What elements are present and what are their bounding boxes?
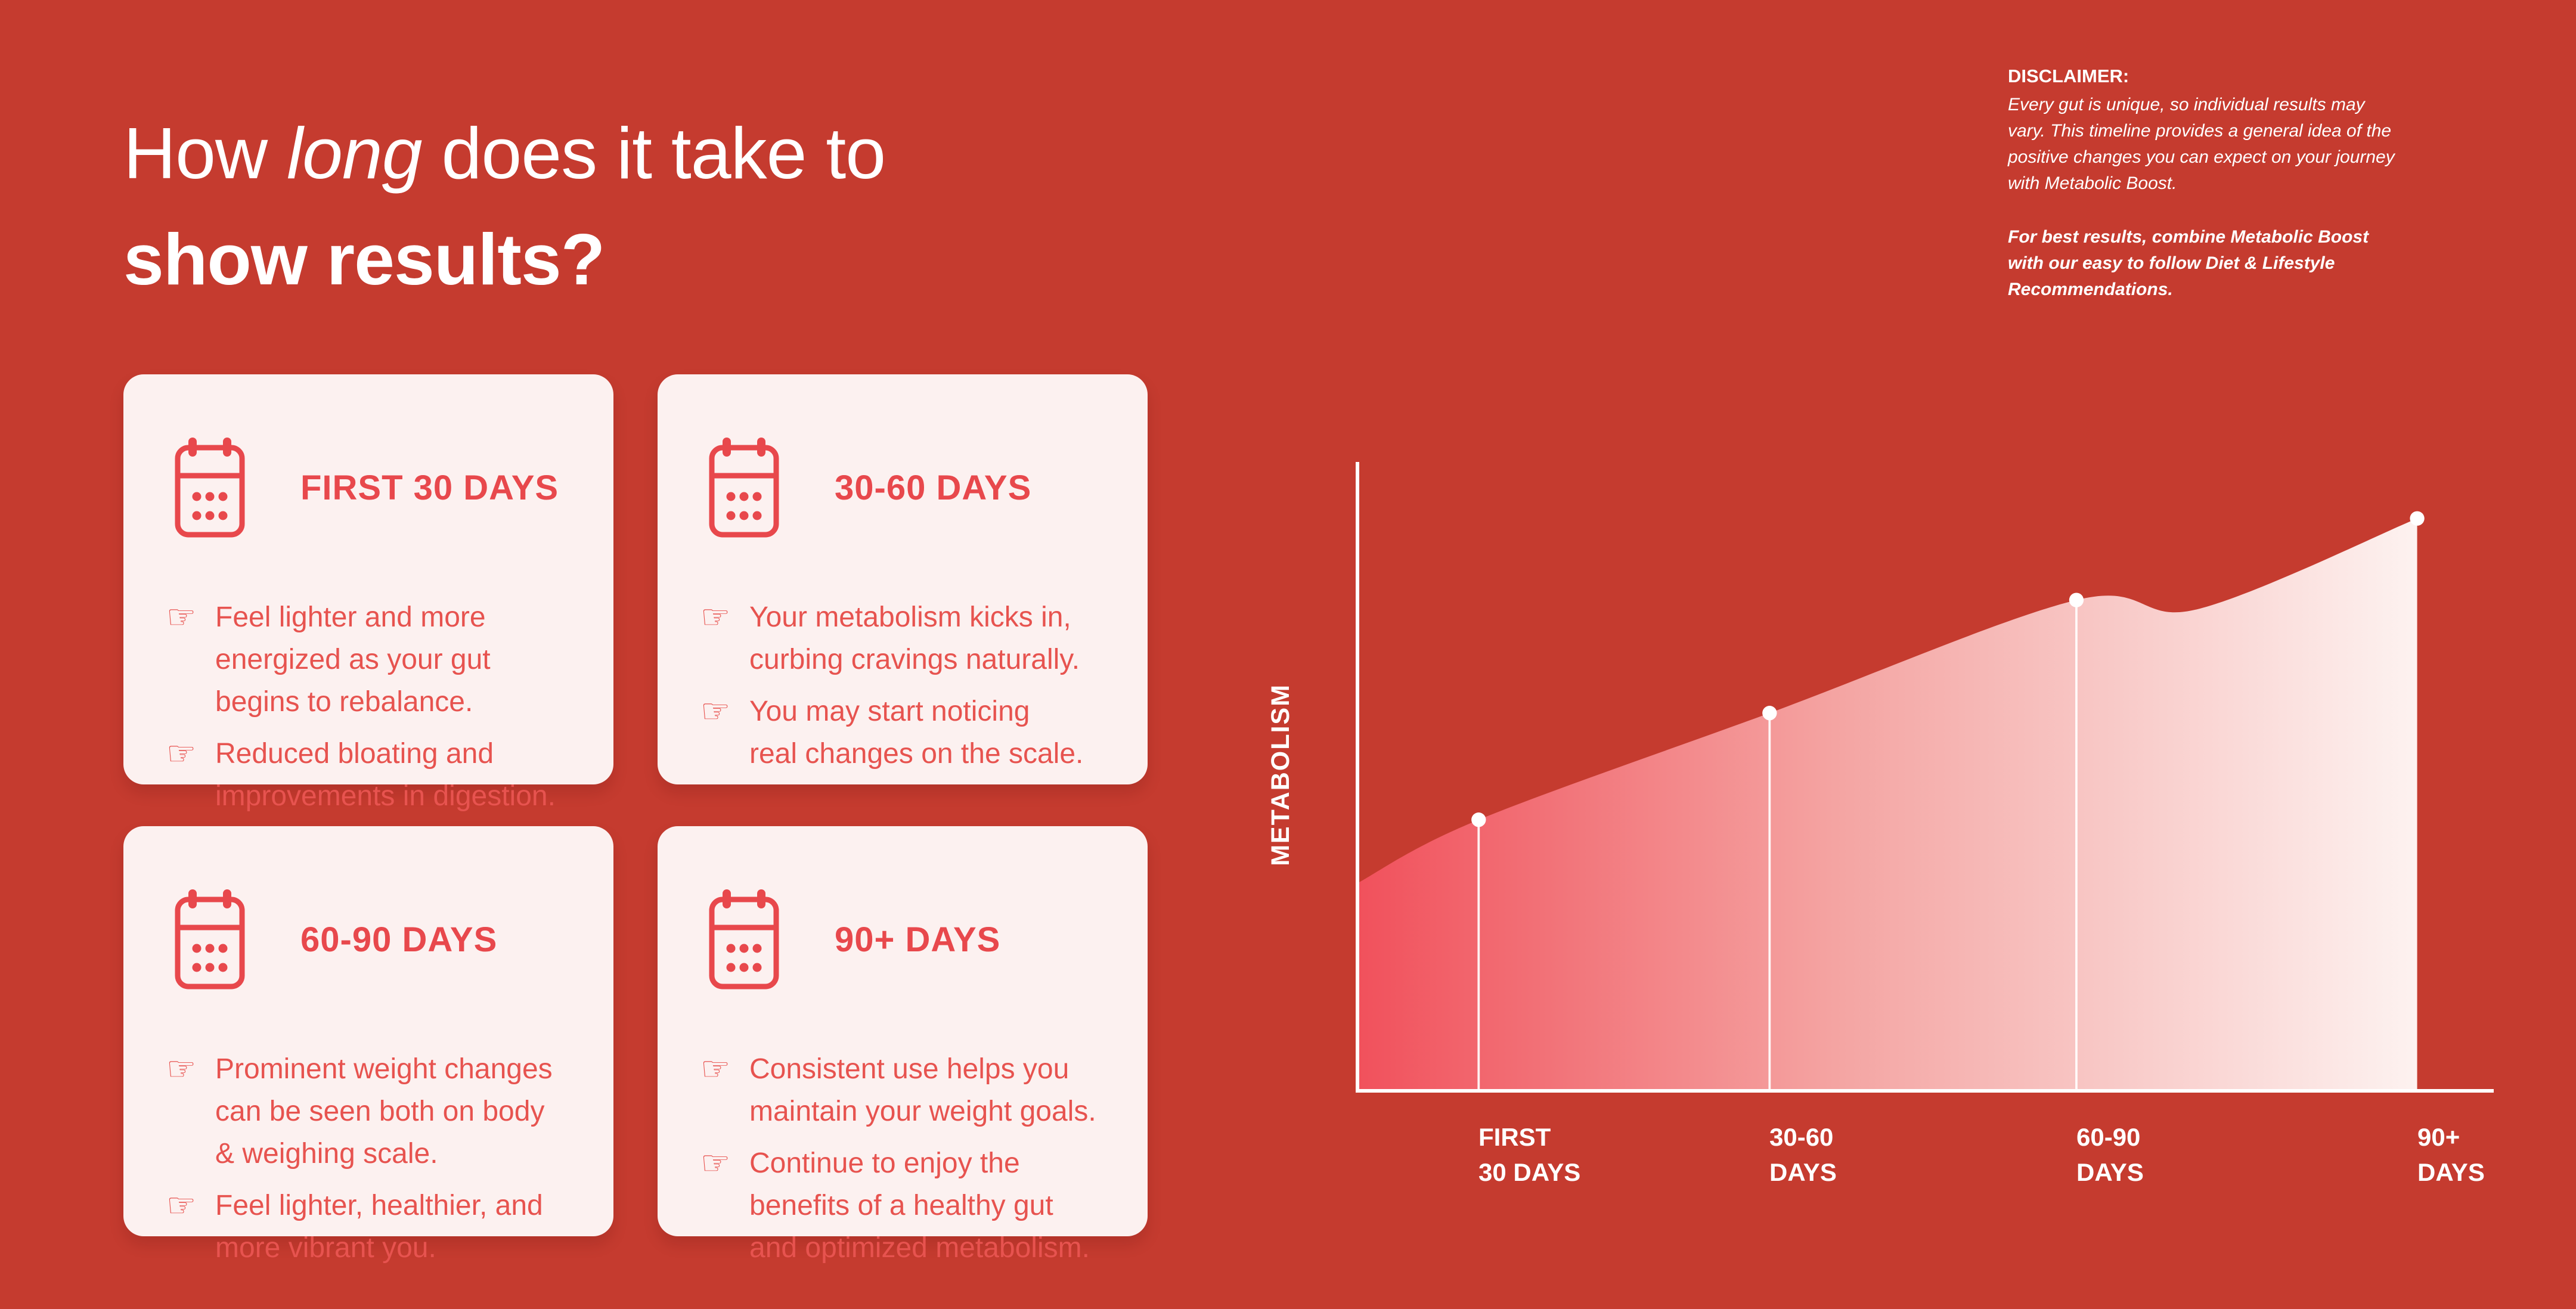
card-header: 90+ DAYS bbox=[708, 888, 1124, 991]
pointing-hand-icon: ☞ bbox=[700, 598, 731, 637]
disclaimer-body: Every gut is unique, so individual resul… bbox=[2008, 95, 2395, 193]
title-segment: does it take to bbox=[421, 113, 886, 194]
x-tick-60-90-days: 60-90 DAYS bbox=[2076, 1123, 2144, 1186]
card-header: 30-60 DAYS bbox=[708, 436, 1124, 539]
card-title: 30-60 DAYS bbox=[835, 468, 1032, 507]
pointing-hand-icon: ☞ bbox=[700, 1050, 731, 1088]
page-title-line2: show results? bbox=[123, 219, 605, 300]
card-90-plus-days: 90+ DAYS ☞ Consistent use helps you main… bbox=[658, 826, 1148, 1264]
bullet-item: ☞ Feel lighter and more energized as you… bbox=[166, 596, 596, 723]
pointing-hand-icon: ☞ bbox=[700, 692, 731, 731]
card-bullets: ☞ Prominent weight changes can be seen b… bbox=[166, 1048, 596, 1279]
card-bullets: ☞ Consistent use helps you maintain your… bbox=[700, 1048, 1130, 1279]
card-bullets: ☞ Your metabolism kicks in, curbing crav… bbox=[700, 596, 1130, 784]
calendar-icon bbox=[175, 889, 245, 989]
x-tick-first-30-days: FIRST 30 DAYS bbox=[1478, 1123, 1581, 1186]
pointing-hand-icon: ☞ bbox=[166, 598, 197, 637]
disclaimer-block: DISCLAIMER: Every gut is unique, so indi… bbox=[2008, 66, 2462, 303]
bullet-text: Your metabolism kicks in, curbing cravin… bbox=[749, 601, 1080, 675]
card-first-30-days: FIRST 30 DAYS ☞ Feel lighter and more en… bbox=[123, 374, 613, 812]
card-title: 60-90 DAYS bbox=[300, 920, 498, 959]
metabolism-area-fill bbox=[1359, 518, 2417, 1090]
bullet-text: Reduced bloating and improvements in dig… bbox=[215, 738, 556, 812]
chart-y-axis-label: METABOLISM bbox=[1266, 684, 1295, 866]
chart-x-axis bbox=[1356, 1089, 2494, 1093]
disclaimer-note: For best results, combine Metabolic Boos… bbox=[2008, 227, 2369, 299]
pointing-hand-icon: ☞ bbox=[700, 1144, 731, 1183]
title-segment-italic: long bbox=[286, 113, 423, 194]
bullet-item: ☞ Continue to enjoy the benefits of a he… bbox=[700, 1142, 1130, 1269]
bullet-text: Continue to enjoy the benefits of a heal… bbox=[749, 1147, 1090, 1264]
bullet-item: ☞ Reduced bloating and improvements in d… bbox=[166, 733, 596, 817]
card-title: 90+ DAYS bbox=[835, 920, 1001, 959]
bullet-item: ☞ You may start noticing real changes on… bbox=[700, 690, 1130, 775]
bullet-item: ☞ Your metabolism kicks in, curbing crav… bbox=[700, 596, 1130, 681]
card-60-90-days: 60-90 DAYS ☞ Prominent weight changes ca… bbox=[123, 826, 613, 1264]
card-header: 60-90 DAYS bbox=[174, 888, 590, 991]
x-tick-90-plus-days: 90+ DAYS bbox=[2417, 1123, 2485, 1186]
milestone-dot bbox=[1762, 706, 1777, 721]
bullet-item: ☞ Feel lighter, healthier, and more vibr… bbox=[166, 1184, 596, 1269]
card-bullets: ☞ Feel lighter and more energized as you… bbox=[166, 596, 596, 827]
metabolism-area-chart bbox=[1359, 511, 2425, 1090]
page-title: How long does it take to show results? bbox=[123, 100, 886, 312]
milestone-dot bbox=[1471, 812, 1486, 827]
bullet-item: ☞ Consistent use helps you maintain your… bbox=[700, 1048, 1130, 1133]
milestone-dot bbox=[2410, 511, 2425, 526]
calendar-icon bbox=[709, 438, 779, 538]
card-header: FIRST 30 DAYS bbox=[174, 436, 590, 539]
pointing-hand-icon: ☞ bbox=[166, 734, 197, 773]
page-title-line1: How long does it take to bbox=[123, 100, 886, 206]
x-tick-30-60-days: 30-60 DAYS bbox=[1769, 1123, 1837, 1186]
bullet-text: You may start noticing real changes on t… bbox=[749, 696, 1084, 770]
pointing-hand-icon: ☞ bbox=[166, 1186, 197, 1225]
calendar-icon bbox=[175, 438, 245, 538]
title-segment: How bbox=[123, 113, 287, 194]
milestone-dot bbox=[2069, 593, 2084, 607]
pointing-hand-icon: ☞ bbox=[166, 1050, 197, 1088]
bullet-text: Feel lighter and more energized as your … bbox=[215, 601, 491, 718]
calendar-icon bbox=[709, 889, 779, 989]
chart-y-axis bbox=[1356, 462, 1359, 1093]
card-title: FIRST 30 DAYS bbox=[300, 468, 559, 507]
bullet-item: ☞ Prominent weight changes can be seen b… bbox=[166, 1048, 596, 1175]
disclaimer-heading: DISCLAIMER: bbox=[2008, 66, 2129, 86]
bullet-text: Feel lighter, healthier, and more vibran… bbox=[215, 1190, 543, 1264]
card-30-60-days: 30-60 DAYS ☞ Your metabolism kicks in, c… bbox=[658, 374, 1148, 784]
bullet-text: Prominent weight changes can be seen bot… bbox=[215, 1053, 553, 1170]
bullet-text: Consistent use helps you maintain your w… bbox=[749, 1053, 1096, 1127]
